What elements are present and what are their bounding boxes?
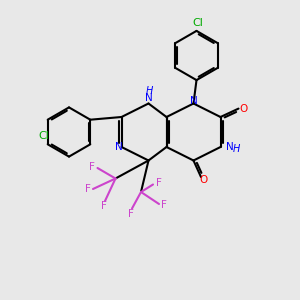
Text: H: H	[146, 86, 153, 96]
Text: N: N	[115, 142, 122, 152]
Text: Cl: Cl	[39, 131, 50, 141]
Text: F: F	[85, 184, 91, 194]
Text: Cl: Cl	[193, 17, 203, 28]
Text: O: O	[239, 103, 247, 114]
Text: N: N	[190, 95, 197, 106]
Text: F: F	[88, 161, 94, 172]
Text: F: F	[161, 200, 167, 211]
Text: F: F	[100, 201, 106, 212]
Text: F: F	[156, 178, 162, 188]
Text: H: H	[232, 144, 240, 154]
Text: N: N	[145, 93, 152, 103]
Text: N: N	[226, 142, 233, 152]
Text: O: O	[200, 175, 208, 185]
Text: F: F	[128, 209, 134, 219]
